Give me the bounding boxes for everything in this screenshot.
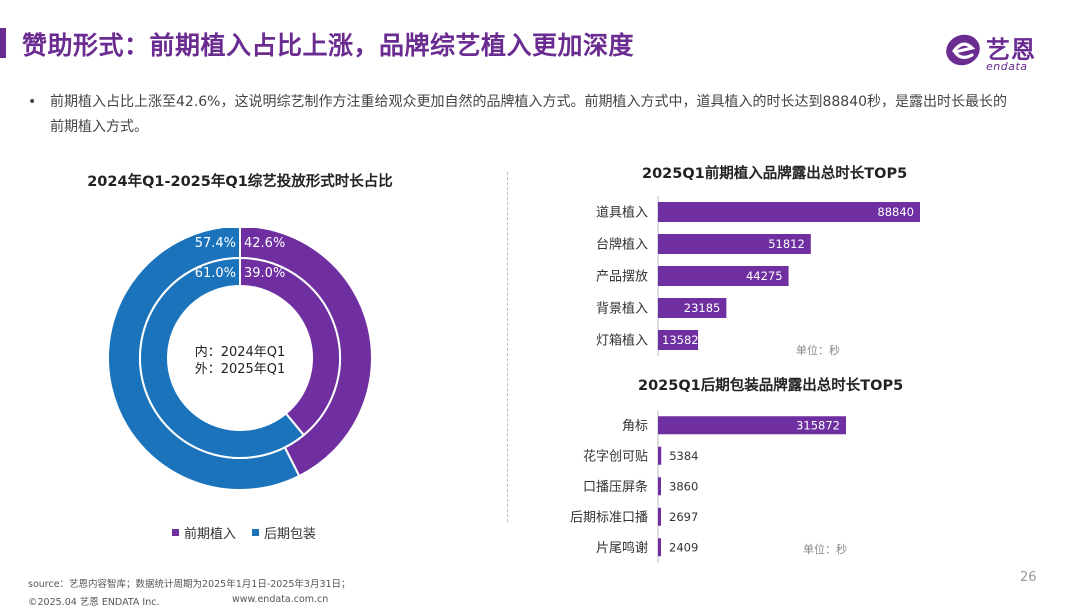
front-top5-unit: 单位：秒 bbox=[796, 344, 840, 357]
front-top5-category-label-3: 背景植入 bbox=[596, 302, 648, 317]
front-top5-category-label-4: 灯箱植入 bbox=[596, 333, 648, 349]
section-divider bbox=[507, 172, 508, 522]
front-top5-bar-4 bbox=[658, 330, 699, 350]
front-top5-bar-2 bbox=[658, 266, 789, 286]
post-top5-bar-chart: 角标 315872 花字创可贴 5384 口播压屏条 3860 后期标准口播 2697 片尾鸣谢… bbox=[570, 410, 846, 563]
title-accent-bar bbox=[0, 28, 6, 58]
donut-inner-label-1: 61.0% bbox=[195, 266, 236, 281]
legend-item-post: 后期包装 bbox=[252, 523, 316, 542]
page-number: 26 bbox=[1020, 570, 1037, 585]
bullet-dot: • bbox=[28, 94, 37, 110]
endata-logo-icon bbox=[946, 34, 980, 66]
post-top5-bar-0 bbox=[658, 416, 846, 435]
post-top5-unit: 单位：秒 bbox=[803, 543, 847, 556]
donut-inner-slice-0 bbox=[239, 256, 341, 437]
post-top5-bar-2 bbox=[658, 477, 661, 496]
donut-chart: 42.6% 57.4% 39.0% 61.0% 内：2024年Q1 外：2025年Q1 bbox=[107, 228, 373, 491]
post-top5-bar-4 bbox=[658, 538, 661, 557]
front-top5-value-label-0: 88840 bbox=[877, 205, 914, 219]
front-top5-bar-chart: 道具植入 88840 台牌植入 51812 产品摆放 44275 背景植入 23185 灯箱植入… bbox=[596, 196, 920, 356]
endata-logo: 艺恩 endata bbox=[940, 22, 1060, 76]
front-top5-category-label-0: 道具植入 bbox=[596, 206, 648, 221]
post-top5-bar-3 bbox=[658, 507, 661, 526]
post-top5-category-label-2: 口播压屏条 bbox=[583, 479, 648, 495]
post-top5-value-label-2: 3860 bbox=[669, 479, 698, 493]
post-top5-value-label-1: 5384 bbox=[669, 449, 698, 463]
front-top5-category-label-2: 产品摆放 bbox=[596, 270, 648, 285]
legend-swatch-blue bbox=[252, 529, 260, 536]
footer-source: source：艺恩内容智库；数据统计周期为2025年1月1日-2025年3月31… bbox=[28, 579, 351, 590]
donut-center-label-1: 外：2025年Q1 bbox=[195, 362, 286, 377]
legend-label-front: 前期植入 bbox=[184, 527, 237, 542]
footer-url[interactable]: www.endata.com.cn bbox=[232, 594, 329, 605]
post-top5-value-label-0: 315872 bbox=[796, 418, 840, 432]
legend-item-front: 前期植入 bbox=[172, 523, 236, 542]
front-top5-bar-1 bbox=[658, 234, 811, 254]
post-top5-category-label-3: 后期标准口播 bbox=[570, 510, 648, 525]
logo-text-en: endata bbox=[986, 60, 1028, 73]
donut-center-label-0: 内：2024年Q1 bbox=[195, 344, 286, 360]
logo-text-cn: 艺恩 bbox=[986, 36, 1036, 64]
post-top5-bar-1 bbox=[658, 446, 662, 465]
front-top5-bar-3 bbox=[658, 298, 727, 318]
post-top5-category-label-0: 角标 bbox=[622, 419, 648, 434]
donut-outer-label-1: 57.4% bbox=[195, 236, 236, 251]
front-top5-bar-0 bbox=[658, 202, 920, 222]
summary-text: 前期植入占比上涨至42.6%，这说明综艺制作方注重给观众更加自然的品牌植入方式。… bbox=[50, 94, 1008, 135]
post-top5-value-label-3: 2697 bbox=[669, 510, 698, 524]
donut-outer-label-0: 42.6% bbox=[244, 236, 285, 251]
legend-label-post: 后期包装 bbox=[264, 527, 317, 542]
post-top5-title: 2025Q1后期包装品牌露出总时长TOP5 bbox=[638, 378, 904, 394]
front-top5-category-label-1: 台牌植入 bbox=[596, 237, 648, 253]
post-top5-category-label-1: 花字创可贴 bbox=[583, 448, 648, 464]
donut-chart-title: 2024年Q1-2025年Q1综艺投放形式时长占比 bbox=[87, 174, 393, 190]
donut-inner-label-0: 39.0% bbox=[244, 266, 285, 281]
front-top5-value-label-1: 51812 bbox=[768, 237, 805, 251]
post-top5-category-label-4: 片尾鸣谢 bbox=[596, 540, 648, 556]
legend-swatch-purple bbox=[172, 529, 179, 536]
front-top5-value-label-3: 23185 bbox=[684, 301, 721, 315]
front-top5-title: 2025Q1前期植入品牌露出总时长TOP5 bbox=[642, 166, 908, 182]
front-top5-value-label-2: 44275 bbox=[746, 269, 783, 283]
post-top5-value-label-4: 2409 bbox=[669, 540, 698, 554]
footer-copyright: ©2025.04 艺恩 ENDATA Inc. bbox=[28, 597, 160, 608]
donut-legend: 前期植入 后期包装 bbox=[172, 523, 316, 542]
page-title: 赞助形式：前期植入占比上涨，品牌综艺植入更加深度 bbox=[22, 31, 635, 60]
front-top5-value-label-4: 13582 bbox=[662, 333, 699, 347]
donut-inner-slice-1 bbox=[139, 256, 306, 459]
